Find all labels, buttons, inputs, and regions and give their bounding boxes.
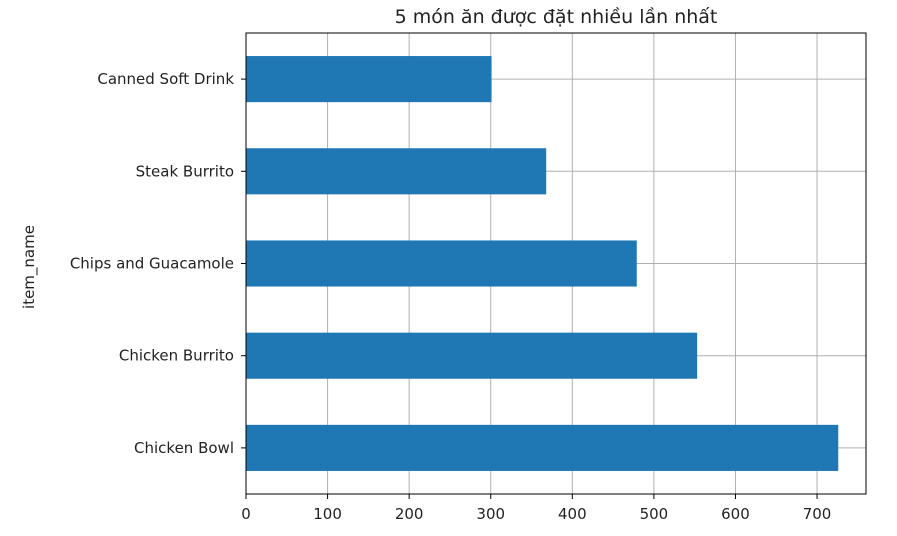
bar-steak-burrito [246, 148, 547, 195]
y-tick-label-steak-burrito: Steak Burrito [136, 162, 234, 180]
x-tick-label-700: 700 [803, 505, 832, 523]
bars-layer [246, 56, 839, 471]
x-tick-label-0: 0 [241, 505, 251, 523]
chart-title: 5 món ăn được đặt nhiều lần nhất [395, 6, 718, 28]
y-tick-label-chicken-bowl: Chicken Bowl [134, 439, 234, 457]
bar-chicken-bowl [246, 424, 839, 471]
x-tick-label-500: 500 [640, 505, 669, 523]
x-tick-label-100: 100 [313, 505, 342, 523]
bar-chicken-burrito [246, 332, 698, 379]
x-tick-label-200: 200 [395, 505, 424, 523]
x-tick-label-600: 600 [721, 505, 750, 523]
ticks-layer: 0 100 200 300 400 500 600 700 Chicken Bowl Chicke… [70, 70, 832, 523]
y-tick-label-chips-and-guacamole: Chips and Guacamole [70, 255, 234, 273]
y-tick-label-chicken-burrito: Chicken Burrito [119, 347, 234, 365]
y-axis-label: item_name [20, 225, 39, 309]
y-tick-label-canned-soft-drink: Canned Soft Drink [97, 70, 234, 88]
bar-chips-and-guacamole [246, 240, 637, 287]
x-tick-label-300: 300 [476, 505, 505, 523]
x-tick-label-400: 400 [558, 505, 587, 523]
bar-canned-soft-drink [246, 56, 492, 103]
